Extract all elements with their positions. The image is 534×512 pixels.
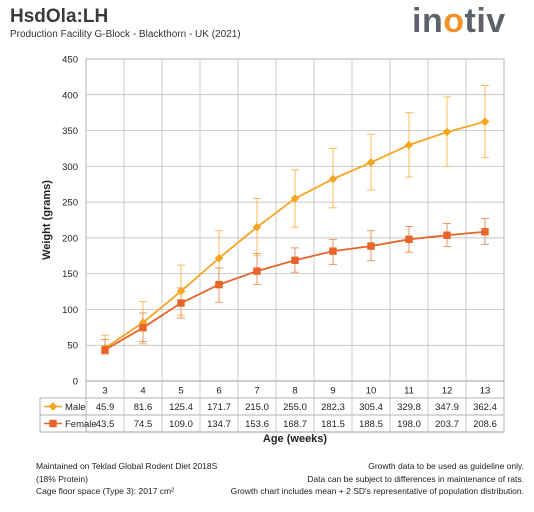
data-table-cell: 43.5 <box>96 419 115 430</box>
y-tick-label: 50 <box>67 341 78 352</box>
data-table-cell: 109.0 <box>169 419 193 430</box>
data-point-female <box>253 267 261 275</box>
legend-label: Male <box>65 402 86 413</box>
x-tick-label: 5 <box>178 386 183 397</box>
x-tick-label: 9 <box>330 386 335 397</box>
data-point-male <box>176 286 186 296</box>
logo-prefix: in <box>412 2 444 40</box>
x-tick-label: 13 <box>480 386 491 397</box>
legend-label: Female <box>65 419 97 430</box>
x-tick-label: 6 <box>216 386 221 397</box>
chart-title: HsdOla:LH <box>10 6 109 27</box>
x-axis-title: Age (weeks) <box>263 433 328 445</box>
data-point-female <box>329 247 337 255</box>
data-table-cell: 81.6 <box>134 402 153 413</box>
data-table-cell: 74.5 <box>134 419 153 430</box>
y-tick-label: 200 <box>62 233 78 244</box>
data-table-cell: 168.7 <box>283 419 307 430</box>
data-point-female <box>177 299 185 307</box>
logo-o: o <box>443 2 465 40</box>
data-point-female <box>139 323 147 332</box>
x-tick-label: 12 <box>442 386 453 397</box>
data-point-female <box>367 242 375 250</box>
y-tick-label: 150 <box>62 269 78 280</box>
x-tick-label: 7 <box>254 386 259 397</box>
data-table-cell: 188.5 <box>359 419 383 430</box>
footer-diet-notes: Maintained on Teklad Global Rodent Diet … <box>36 460 217 498</box>
data-table-cell: 362.4 <box>473 402 497 413</box>
y-tick-label: 400 <box>62 90 78 101</box>
legend-marker-male <box>48 402 58 411</box>
data-point-female <box>291 256 299 264</box>
inotiv-logo: inotiv <box>412 2 506 41</box>
data-point-male <box>214 253 224 263</box>
data-table-cell: 171.7 <box>207 402 231 413</box>
chart-subtitle: Production Facility G-Block - Blackthorn… <box>10 29 241 40</box>
data-table-cell: 125.4 <box>169 402 193 413</box>
footer-disclaimer: Growth data to be used as guideline only… <box>231 460 524 498</box>
data-table-cell: 153.6 <box>245 419 269 430</box>
data-table-cell: 181.5 <box>321 419 345 430</box>
footer-left-line: Maintained on Teklad Global Rodent Diet … <box>36 461 218 471</box>
data-point-female <box>405 235 413 244</box>
footer-left-line: Cage floor space (Type 3): 2017 cm² <box>36 486 174 496</box>
y-tick-label: 300 <box>62 162 78 173</box>
data-table-cell: 329.8 <box>397 402 421 413</box>
footer-right-line: Growth chart includes mean + 2 SD's repr… <box>230 486 524 496</box>
y-tick-label: 100 <box>62 305 78 316</box>
footer-right-line: Data can be subject to differences in ma… <box>307 473 524 484</box>
data-point-male <box>252 222 262 232</box>
data-table-cell: 347.9 <box>435 402 459 413</box>
data-point-male <box>442 127 452 137</box>
data-table-cell: 255.0 <box>283 402 307 413</box>
x-tick-label: 8 <box>292 386 297 397</box>
x-tick-label: 3 <box>102 386 107 397</box>
x-tick-label: 4 <box>140 386 145 397</box>
data-point-male <box>328 174 338 184</box>
y-axis-title: Weight (grams) <box>41 180 53 260</box>
logo-suffix: tiv <box>464 2 506 40</box>
data-point-male <box>290 194 300 203</box>
data-table-cell: 45.9 <box>96 402 115 413</box>
footer-left-line: (18% Protein) <box>36 473 88 484</box>
data-table-cell: 134.7 <box>207 419 231 430</box>
data-point-male <box>366 158 376 167</box>
data-table-cell: 208.6 <box>473 419 497 430</box>
y-tick-label: 450 <box>62 55 78 66</box>
data-table-cell: 215.0 <box>245 402 269 413</box>
data-point-female <box>215 280 223 289</box>
x-tick-label: 11 <box>404 386 414 397</box>
y-tick-label: 350 <box>62 126 78 137</box>
data-table-cell: 282.3 <box>321 402 345 413</box>
data-table-cell: 198.0 <box>397 419 421 430</box>
data-point-female <box>101 346 109 354</box>
footer-right-line: Growth data to be used as guideline only… <box>368 461 524 471</box>
y-tick-label: 0 <box>73 377 78 388</box>
x-tick-label: 10 <box>366 386 377 397</box>
data-table-cell: 203.7 <box>435 419 459 430</box>
growth-chart: 0 50 100 150 200 250 300 350 400 450 3 4 5 6 7 8 9 10 11 12… <box>39 55 505 445</box>
data-point-female <box>481 228 489 236</box>
y-tick-label: 250 <box>62 198 78 209</box>
data-table-cell: 305.4 <box>359 402 383 413</box>
legend-marker-female <box>49 419 57 428</box>
data-point-male <box>404 140 414 150</box>
data-point-male <box>480 117 490 126</box>
data-point-female <box>443 231 451 239</box>
